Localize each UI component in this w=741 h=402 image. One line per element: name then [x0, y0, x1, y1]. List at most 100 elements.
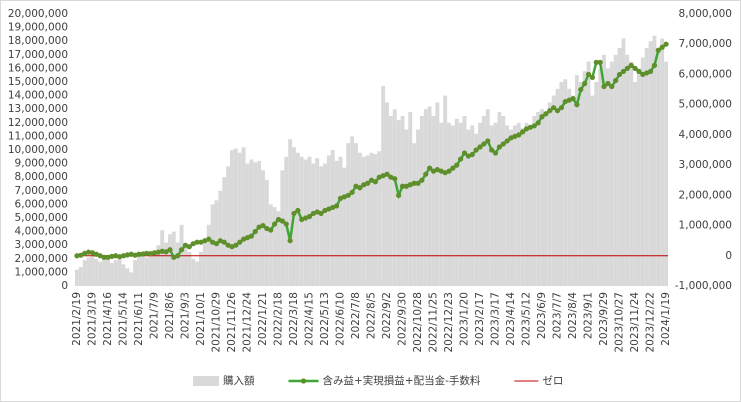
- x-tick-label: 2022/9/30: [397, 292, 409, 346]
- bar: [458, 122, 463, 286]
- bar: [419, 116, 424, 286]
- bar: [400, 116, 405, 286]
- x-tick-label: 2023/10/27: [614, 292, 626, 353]
- line-marker: [175, 253, 181, 259]
- y-tick-label: 4,000,000: [15, 226, 68, 238]
- bar: [98, 261, 103, 286]
- bar: [148, 253, 153, 286]
- bar: [137, 256, 141, 286]
- line-marker: [601, 83, 607, 90]
- line-marker: [473, 147, 479, 153]
- y2-tick-label: 2,000,000: [679, 189, 732, 201]
- y-tick-label: 8,000,000: [15, 171, 68, 183]
- bar: [497, 111, 502, 286]
- y-tick-label: 13,000,000: [8, 103, 68, 115]
- line-marker: [450, 165, 456, 171]
- bar: [412, 143, 417, 286]
- bar: [652, 35, 657, 287]
- bar: [276, 211, 281, 286]
- line-marker: [585, 71, 592, 78]
- line-marker: [163, 249, 169, 255]
- x-tick-label: 2022/7/8: [350, 292, 362, 339]
- bar: [381, 86, 386, 286]
- x-tick-label: 2022/8/5: [366, 292, 378, 339]
- bar: [520, 128, 525, 286]
- line-marker: [574, 102, 580, 108]
- y2-tick-label: 4,000,000: [679, 129, 732, 141]
- line-marker: [372, 179, 378, 185]
- line-marker: [151, 250, 158, 256]
- bar: [582, 71, 587, 287]
- line-marker: [113, 253, 119, 259]
- x-tick-label: 2021/12/24: [241, 292, 253, 353]
- line-marker: [531, 123, 537, 129]
- line-marker: [349, 189, 355, 195]
- line-marker: [589, 74, 596, 81]
- x-tick-label: 2023/2/17: [474, 292, 486, 346]
- bar: [357, 152, 362, 286]
- bar: [109, 262, 114, 286]
- bar: [574, 75, 579, 286]
- x-tick-label: 2022/12/23: [443, 292, 455, 353]
- bar: [478, 122, 482, 286]
- line-marker: [124, 252, 130, 258]
- line-marker: [155, 249, 161, 255]
- line-marker: [291, 210, 297, 217]
- line-marker: [306, 213, 313, 220]
- bar: [354, 143, 358, 286]
- bar: [140, 254, 145, 286]
- bar: [237, 152, 242, 286]
- bar: [563, 79, 568, 286]
- line-marker: [461, 150, 468, 156]
- bar: [590, 95, 595, 286]
- bar: [187, 252, 192, 286]
- line-marker: [485, 138, 491, 144]
- x-tick-label: 2023/4/14: [505, 292, 517, 346]
- line-marker: [539, 114, 545, 120]
- bar: [578, 82, 583, 286]
- line-marker: [554, 108, 561, 114]
- line-marker: [616, 71, 623, 78]
- bar: [199, 252, 203, 286]
- bar: [625, 54, 630, 286]
- line-marker: [481, 141, 487, 147]
- bar: [338, 156, 343, 286]
- bar: [268, 204, 273, 286]
- bar: [326, 155, 331, 286]
- y-tick-label: 2,000,000: [15, 253, 68, 265]
- bar: [82, 260, 87, 286]
- y-tick-label: 18,000,000: [8, 35, 68, 47]
- bar: [555, 88, 560, 286]
- x-tick-label: 2023/9/29: [598, 292, 610, 346]
- bar: [660, 38, 665, 287]
- line-marker: [570, 96, 576, 102]
- bar: [202, 238, 207, 286]
- line-marker: [458, 156, 464, 162]
- bar: [613, 54, 618, 286]
- line-marker: [655, 47, 661, 53]
- bar: [439, 122, 444, 286]
- bar: [253, 162, 258, 286]
- line-marker: [136, 251, 142, 257]
- bar: [191, 258, 196, 286]
- x-tick-label: 2021/4/16: [102, 292, 114, 346]
- bar: [125, 268, 130, 286]
- line-marker: [206, 236, 212, 242]
- line-marker: [392, 176, 398, 182]
- legend-label: ゼロ: [542, 375, 563, 387]
- line-marker: [109, 253, 115, 259]
- y-tick-label: 3,000,000: [15, 239, 68, 251]
- line-marker: [399, 183, 406, 189]
- x-tick-label: 2021/3/19: [86, 292, 98, 346]
- line-marker: [318, 210, 324, 217]
- x-tick-label: 2021/9/3: [179, 292, 191, 339]
- line-marker: [547, 108, 553, 114]
- bar: [323, 163, 327, 286]
- bar: [656, 48, 661, 286]
- x-tick-label: 2023/5/12: [521, 292, 533, 346]
- line-marker: [593, 59, 599, 65]
- line-marker: [504, 138, 510, 144]
- bar: [350, 136, 355, 286]
- bar: [175, 242, 180, 286]
